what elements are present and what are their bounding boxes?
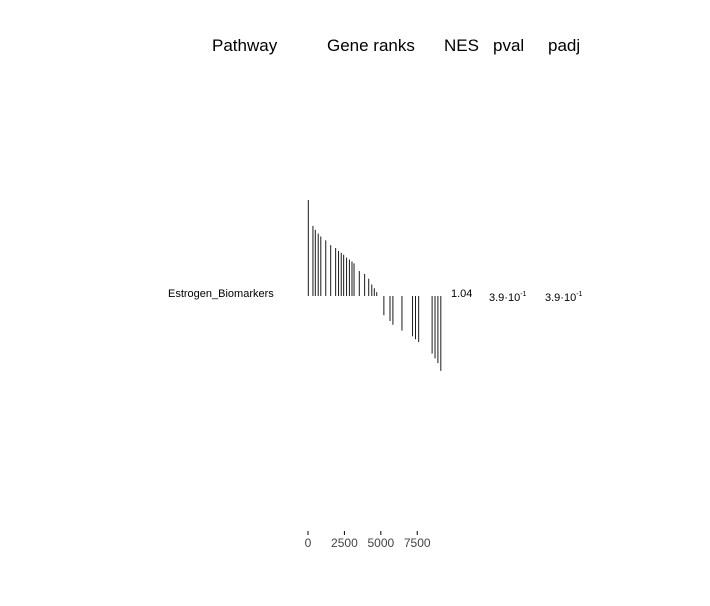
axis-tick-label: 7500 [404,536,431,550]
header-nes: NES [444,36,479,55]
header-pval: pval [493,36,525,55]
padj-value: 3.9·10-1 [545,288,582,305]
pval-value: 3.9·10-1 [489,288,526,305]
axis-tick-label: 2500 [331,536,358,550]
axis-tick-label: 0 [305,536,312,550]
header-padj: padj [548,36,581,55]
pathway-name: Estrogen_Biomarkers [168,288,274,300]
rank-axis: 0 2500 5000 7500 [305,531,431,550]
header-gene-ranks: Gene ranks [327,36,415,55]
gene-hit-bars [307,200,442,371]
nes-value: 1.04 [451,288,473,300]
pval-mantissa: 3.9·10 [489,292,521,304]
pval-exponent: -1 [520,291,527,298]
header-pathway: Pathway [212,36,278,55]
padj-mantissa: 3.9·10 [545,292,577,304]
axis-tick-label: 5000 [367,536,394,550]
padj-exponent: -1 [576,291,583,298]
